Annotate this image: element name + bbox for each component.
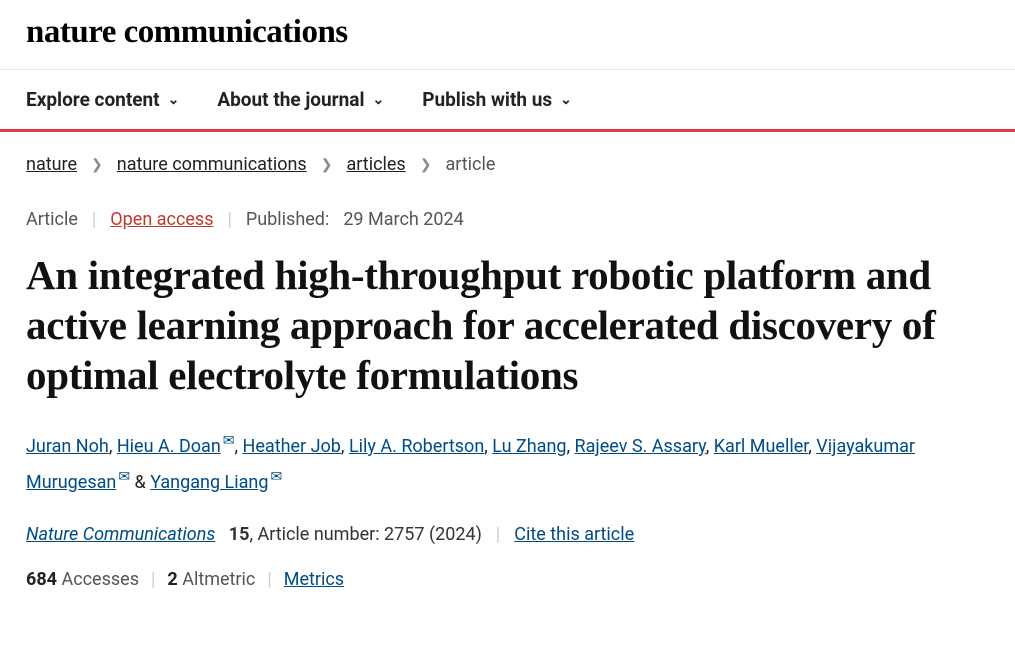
breadcrumb-link[interactable]: articles <box>346 154 405 175</box>
breadcrumb-current: article <box>445 154 495 175</box>
open-access-link[interactable]: Open access <box>110 209 213 230</box>
divider: | <box>228 209 232 230</box>
chevron-right-icon: ❯ <box>321 157 333 173</box>
chevron-down-icon: ⌄ <box>372 92 384 108</box>
volume: 15 <box>229 524 250 545</box>
citation-row: Nature Communications 15, Article number… <box>0 516 1015 555</box>
article-meta: Article | Open access | Published: 29 Ma… <box>0 187 1015 240</box>
divider: | <box>151 569 155 590</box>
metrics-link[interactable]: Metrics <box>284 569 344 590</box>
nav-about-journal[interactable]: About the journal ⌄ <box>217 88 384 111</box>
altmetric-count: 2 <box>167 569 177 590</box>
chevron-right-icon: ❯ <box>420 157 432 173</box>
chevron-down-icon: ⌄ <box>168 92 180 108</box>
mail-icon[interactable]: ✉ <box>118 469 130 485</box>
chevron-right-icon: ❯ <box>91 157 103 173</box>
mail-icon[interactable]: ✉ <box>270 469 282 485</box>
author-separator: , <box>567 436 575 457</box>
divider: | <box>267 569 271 590</box>
metrics-row: 684 Accesses | 2 Altmetric | Metrics <box>0 555 1015 608</box>
divider: | <box>92 209 96 230</box>
altmetric-label: Altmetric <box>182 569 255 590</box>
nav-label: Publish with us <box>422 88 552 111</box>
author-link[interactable]: Yangang Liang <box>150 472 268 493</box>
breadcrumb-link[interactable]: nature communications <box>117 154 307 175</box>
article-number: 2757 (2024) <box>384 524 482 545</box>
journal-link[interactable]: Nature Communications <box>26 524 215 545</box>
nav-explore-content[interactable]: Explore content ⌄ <box>26 88 179 111</box>
published-date: 29 March 2024 <box>343 209 463 230</box>
chevron-down-icon: ⌄ <box>560 92 572 108</box>
author-link[interactable]: Heather Job <box>243 436 341 457</box>
author-separator: , <box>109 436 117 457</box>
author-link[interactable]: Lily A. Robertson <box>349 436 484 457</box>
author-link[interactable]: Karl Mueller <box>714 436 809 457</box>
author-list: Juran Noh, Hieu A. Doan✉, Heather Job, L… <box>0 420 1015 516</box>
author-link[interactable]: Lu Zhang <box>492 436 566 457</box>
author-link[interactable]: Rajeev S. Assary <box>575 436 706 457</box>
published-label: Published: <box>246 209 329 230</box>
author-link[interactable]: Hieu A. Doan <box>117 436 221 457</box>
author-link[interactable]: Juran Noh <box>26 436 109 457</box>
author-separator: , <box>341 436 349 457</box>
nav-publish-with-us[interactable]: Publish with us ⌄ <box>422 88 572 111</box>
author-separator: , <box>235 436 243 457</box>
author-separator: & <box>130 472 150 493</box>
divider: | <box>496 524 500 545</box>
journal-logo[interactable]: nature communications <box>26 14 989 51</box>
mail-icon[interactable]: ✉ <box>223 433 235 449</box>
author-separator: , <box>706 436 714 457</box>
nav-label: Explore content <box>26 88 160 111</box>
nav-label: About the journal <box>217 88 364 111</box>
accesses-label: Accesses <box>61 569 139 590</box>
accesses-count: 684 <box>26 569 57 590</box>
breadcrumb: nature ❯ nature communications ❯ article… <box>0 132 1015 187</box>
article-number-label: , Article number: <box>249 524 379 545</box>
article-type: Article <box>26 209 78 230</box>
article-title: An integrated high-throughput robotic pl… <box>0 240 1015 420</box>
cite-article-link[interactable]: Cite this article <box>514 524 634 545</box>
breadcrumb-link[interactable]: nature <box>26 154 77 175</box>
main-nav: Explore content ⌄ About the journal ⌄ Pu… <box>0 70 1015 132</box>
